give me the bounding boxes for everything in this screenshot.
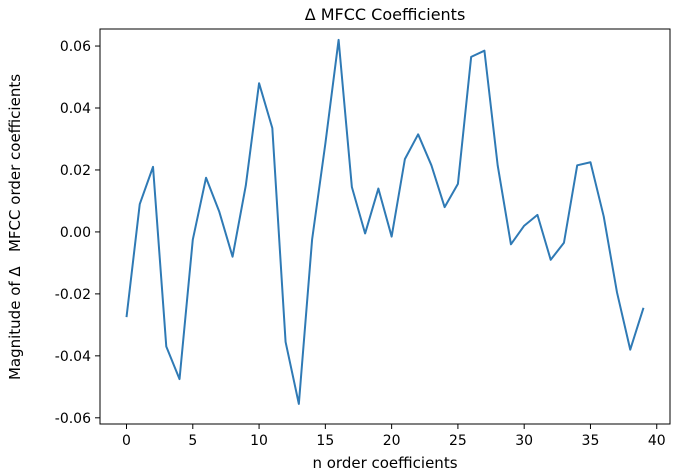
- x-tick-label: 10: [250, 433, 268, 449]
- chart-title: Δ MFCC Coefficients: [305, 5, 466, 24]
- y-tick-label: -0.04: [55, 349, 91, 365]
- x-tick-label: 30: [515, 433, 533, 449]
- y-axis: -0.06 -0.04 -0.02 0.00 0.02 0.04 0.06: [55, 39, 100, 427]
- x-tick-label: 35: [582, 433, 600, 449]
- x-tick-label: 20: [383, 433, 401, 449]
- y-tick-label: -0.02: [55, 287, 91, 303]
- plot-area: [99, 28, 671, 425]
- y-tick-label: 0.02: [60, 163, 91, 179]
- x-tick-label: 0: [122, 433, 131, 449]
- x-axis: 0 5 10 15 20 25 30 35 40: [122, 424, 666, 449]
- y-tick-label: 0.04: [60, 101, 91, 117]
- y-tick-label: -0.06: [55, 411, 91, 427]
- x-tick-label: 15: [316, 433, 334, 449]
- x-tick-label: 40: [648, 433, 666, 449]
- y-tick-label: 0.00: [60, 225, 91, 241]
- x-tick-label: 25: [449, 433, 467, 449]
- y-tick-label: 0.06: [60, 39, 91, 55]
- series-line-0: [125, 38, 645, 405]
- y-axis-title: Magnitude of Δ MFCC order coefficients: [6, 74, 24, 380]
- x-axis-title: n order coefficients: [312, 454, 457, 472]
- series-layer: [125, 38, 645, 405]
- x-tick-label: 5: [188, 433, 197, 449]
